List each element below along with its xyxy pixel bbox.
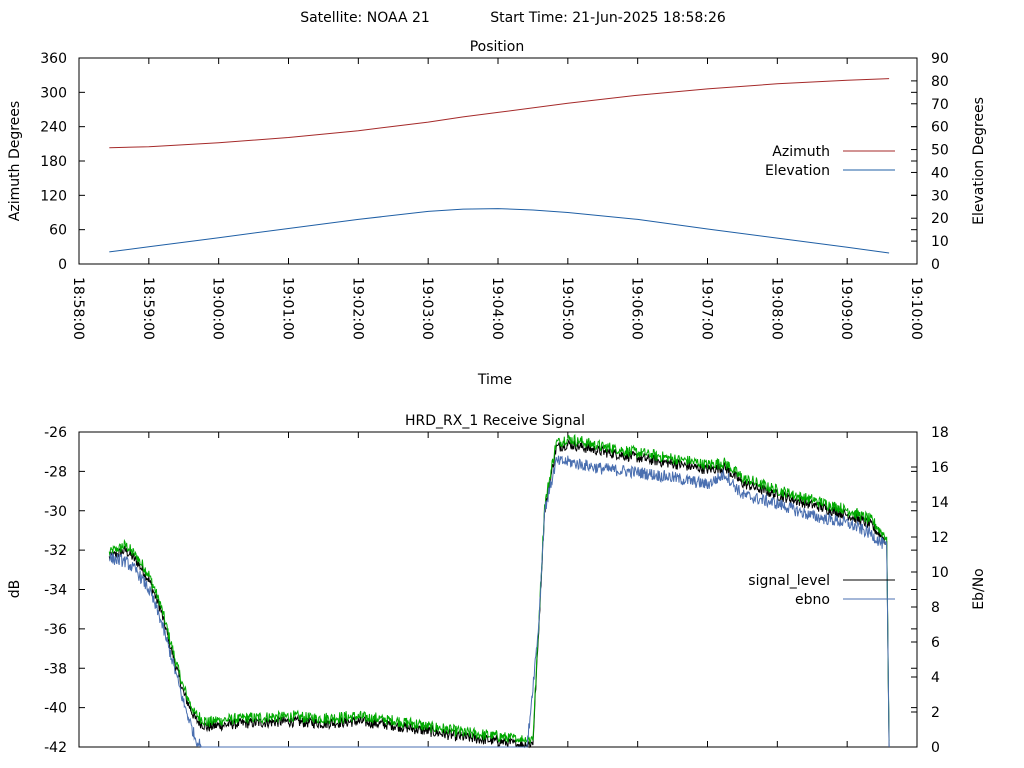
position-legend: Azimuth Elevation	[765, 144, 895, 179]
y2-tick-label: 90	[931, 51, 949, 67]
y2-tick-label: 2	[931, 705, 940, 721]
x-tick-label: 19:08:00	[768, 277, 784, 340]
y-tick-label: -28	[44, 464, 67, 480]
y-tick-label: 360	[40, 51, 67, 67]
y-tick-label: 240	[40, 120, 67, 136]
x-tick-label: 19:10:00	[908, 277, 924, 340]
satellite-label: Satellite: NOAA 21	[300, 10, 430, 26]
legend-label-azimuth: Azimuth	[772, 144, 830, 160]
y2-tick-label: 60	[931, 120, 949, 136]
y-tick-label: 300	[40, 85, 67, 101]
signal-y-axis-label: dB	[7, 580, 23, 599]
x-tick-label: 18:58:00	[70, 277, 86, 340]
x-tick-label: 18:59:00	[140, 277, 156, 340]
receive-signal-chart: HRD_RX_1 Receive Signal dB Eb/No -42 -40 -…	[7, 413, 987, 756]
y-tick-label: -36	[44, 622, 67, 638]
x-tick-label: 19:07:00	[699, 277, 715, 340]
x-tick-label: 19:02:00	[349, 277, 365, 340]
y-tick-label: -38	[44, 661, 67, 677]
x-tick-label: 19:06:00	[629, 277, 645, 340]
y2-tick-label: 80	[931, 74, 949, 90]
y2-tick-label: 6	[931, 635, 940, 651]
y2-tick-label: 14	[931, 495, 949, 511]
x-tick-label: 19:09:00	[838, 277, 854, 340]
y-tick-label: 120	[40, 188, 67, 204]
signal-series	[108, 433, 890, 749]
position-x-axis-label: Time	[477, 372, 512, 388]
signal-chart-title: HRD_RX_1 Receive Signal	[405, 413, 585, 429]
y2-tick-label: 40	[931, 165, 949, 181]
y2-tick-label: 30	[931, 188, 949, 204]
y2-tick-label: 10	[931, 565, 949, 581]
y2-tick-label: 50	[931, 143, 949, 159]
legend-label-elevation: Elevation	[765, 163, 830, 179]
legend-label-signal-level: signal_level	[748, 573, 830, 589]
y-tick-label: -40	[44, 701, 67, 717]
y2-tick-label: 12	[931, 530, 949, 546]
position-x-axis: 18:58:00 18:59:00 19:00:00 19:01:00 19:02:00…	[70, 58, 924, 340]
y-tick-label: 180	[40, 154, 67, 170]
position-y2-axis-label: Elevation Degrees	[971, 97, 987, 225]
signal-y2-axis-label: Eb/No	[971, 568, 987, 610]
series-line-signal-level	[108, 438, 890, 749]
y2-tick-label: 20	[931, 211, 949, 227]
y2-tick-label: 18	[931, 425, 949, 441]
signal-legend: signal_level ebno	[748, 573, 895, 608]
x-tick-label: 19:05:00	[559, 277, 575, 340]
position-chart-title: Position	[470, 39, 525, 55]
position-y-axis-label: Azimuth Degrees	[7, 101, 23, 221]
series-line-ebno	[109, 455, 890, 748]
y2-tick-label: 10	[931, 234, 949, 250]
y-tick-label: -42	[44, 740, 67, 756]
x-tick-label: 19:03:00	[419, 277, 435, 340]
x-tick-label: 19:04:00	[489, 277, 505, 340]
position-y2-axis: 0 10 20 30 40 50 60 70 80 90	[911, 51, 949, 273]
series-line-elevation	[109, 208, 890, 254]
y2-tick-label: 0	[931, 257, 940, 273]
y-tick-label: -32	[44, 543, 67, 559]
y2-tick-label: 0	[931, 740, 940, 756]
y-tick-label: 0	[58, 257, 67, 273]
y-tick-label: -30	[44, 504, 67, 520]
x-tick-label: 19:01:00	[280, 277, 296, 340]
y2-tick-label: 16	[931, 460, 949, 476]
y2-tick-label: 70	[931, 97, 949, 113]
y-tick-label: -34	[44, 583, 67, 599]
signal-y2-axis: 0 2 4 6 8 10 12 14 16 18	[911, 425, 949, 756]
start-time-label: Start Time: 21-Jun-2025 18:58:26	[490, 10, 726, 26]
y2-tick-label: 8	[931, 600, 940, 616]
y-tick-label: -26	[44, 425, 67, 441]
y2-tick-label: 4	[931, 670, 940, 686]
y-tick-label: 60	[49, 223, 67, 239]
position-chart: Position Time Azimuth Degrees Elevation …	[7, 39, 987, 388]
position-series	[109, 78, 890, 254]
legend-label-ebno: ebno	[795, 592, 830, 608]
series-line-signal-level-upper-trace	[108, 433, 890, 745]
series-line-azimuth	[109, 78, 890, 149]
x-tick-label: 19:00:00	[210, 277, 226, 340]
